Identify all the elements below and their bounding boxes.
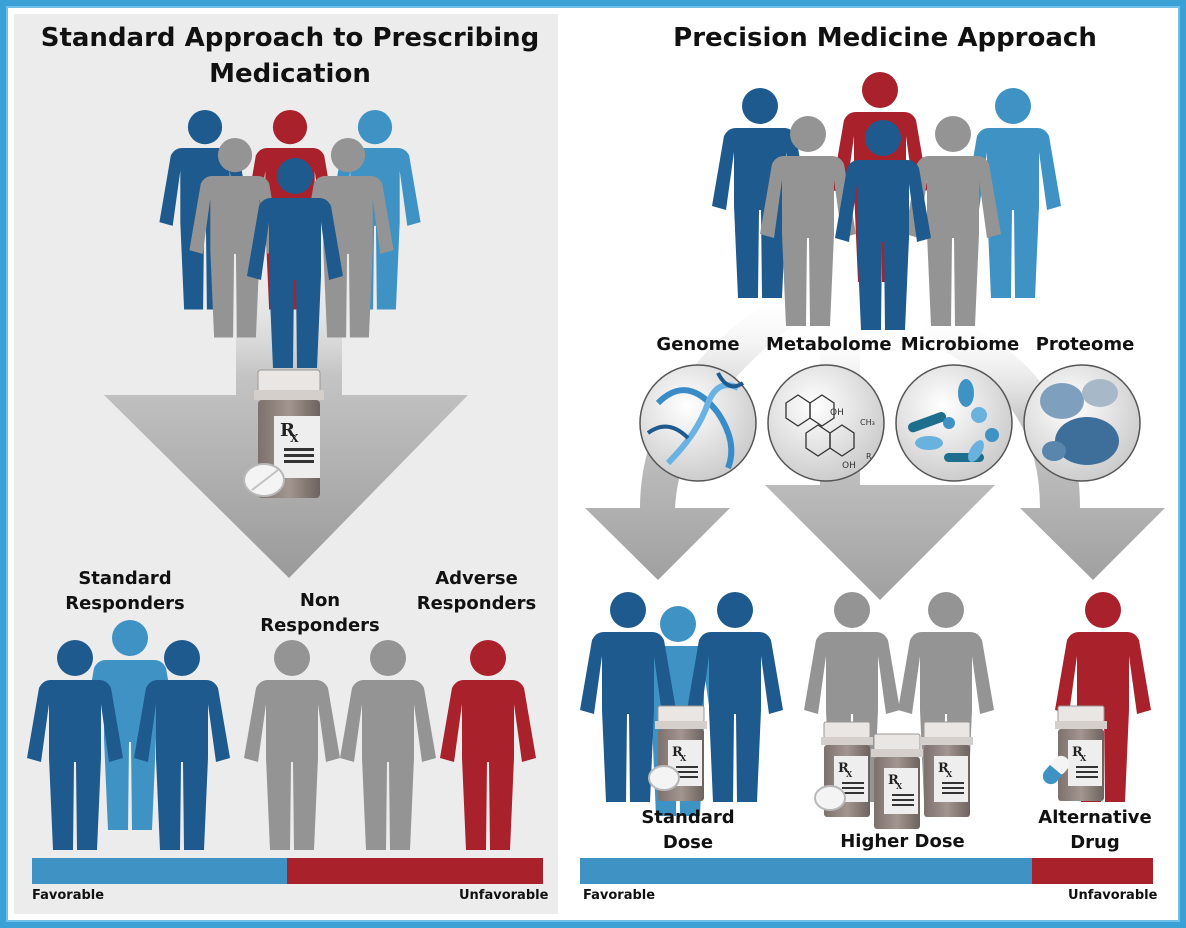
right-title: Precision Medicine Approach — [673, 23, 1097, 53]
person-right-top-4 — [760, 116, 856, 326]
svg-text:R: R — [866, 452, 872, 461]
person-right-top-5 — [905, 116, 1001, 326]
person-right-bottom-6 — [1055, 592, 1151, 802]
right-scale-unfavorable-label: Unfavorable — [1068, 888, 1158, 903]
svg-text:CH₃: CH₃ — [860, 418, 875, 427]
person-right-top-3 — [965, 88, 1061, 298]
svg-text:OH: OH — [830, 408, 844, 418]
person-right-bottom-5 — [898, 592, 994, 802]
right-scale-unfavorable — [1032, 858, 1153, 884]
rx-bottle-standard-dose: R X — [655, 705, 707, 801]
rx-bottle-higher-dose-2: R X — [871, 733, 923, 829]
svg-text:R: R — [888, 773, 899, 788]
pill-higher-dose — [814, 785, 846, 811]
rx-bottle-higher-dose-3: R X — [921, 721, 973, 817]
svg-text:X: X — [946, 769, 953, 779]
group-label-non: Non Responders — [260, 590, 380, 636]
svg-text:X: X — [1080, 753, 1087, 763]
metabolome-circle: OH OH CH₃ R — [767, 364, 885, 482]
genome-circle — [639, 364, 757, 482]
omics-label-metabolome: Metabolome — [766, 334, 892, 355]
svg-text:X: X — [680, 753, 687, 763]
person-right-bottom-2 — [580, 592, 676, 802]
omics-label-genome: Genome — [656, 334, 740, 355]
outcome-label-higher-dose: Higher Dose — [840, 831, 965, 852]
omics-label-proteome: Proteome — [1035, 334, 1135, 355]
outcome-label-standard-dose: Standard Dose — [641, 807, 735, 853]
person-left-bottom-3 — [134, 640, 230, 850]
person-left-top-6 — [247, 158, 343, 368]
rx-bottle-alternative-drug: R X — [1055, 705, 1107, 801]
person-left-bottom-5 — [340, 640, 436, 850]
left-scale-favorable-label: Favorable — [32, 888, 105, 903]
right-scale-favorable-label: Favorable — [583, 888, 656, 903]
inner-frame — [6, 6, 1180, 922]
person-left-bottom-4 — [244, 640, 340, 850]
microbiome-circle — [895, 364, 1013, 482]
proteome-circle — [1023, 364, 1141, 482]
person-right-bottom-3 — [687, 592, 783, 802]
person-left-bottom-2 — [27, 640, 123, 850]
group-label-standard: Standard Responders — [65, 568, 185, 614]
left-scale-unfavorable-label: Unfavorable — [459, 888, 549, 903]
left-scale-unfavorable — [287, 858, 543, 884]
person-right-bottom-4 — [804, 592, 900, 802]
svg-text:R: R — [672, 745, 683, 760]
person-left-bottom-6 — [440, 640, 536, 850]
outcome-label-alternative-drug: Alternative Drug — [1038, 807, 1152, 853]
left-scale-favorable — [32, 858, 287, 884]
rx-bottle-left: R X — [243, 369, 324, 498]
svg-text:R: R — [280, 420, 296, 441]
svg-text:OH: OH — [842, 461, 856, 471]
left-title: Standard Approach to Prescribing Medicat… — [40, 23, 540, 89]
svg-text:R: R — [838, 761, 849, 776]
group-label-adverse: Adverse Responders — [416, 568, 537, 614]
svg-text:R: R — [1072, 745, 1083, 760]
svg-text:X: X — [896, 781, 903, 791]
capsule-alternative-drug — [1042, 755, 1070, 785]
person-right-top-6 — [835, 120, 931, 330]
person-right-top-2 — [832, 72, 928, 282]
svg-text:X: X — [846, 769, 853, 779]
svg-text:X: X — [290, 432, 299, 445]
omics-label-microbiome: Microbiome — [900, 334, 1020, 355]
pill-standard-dose — [648, 765, 680, 791]
right-scale-favorable — [580, 858, 1032, 884]
svg-text:R: R — [938, 761, 949, 776]
